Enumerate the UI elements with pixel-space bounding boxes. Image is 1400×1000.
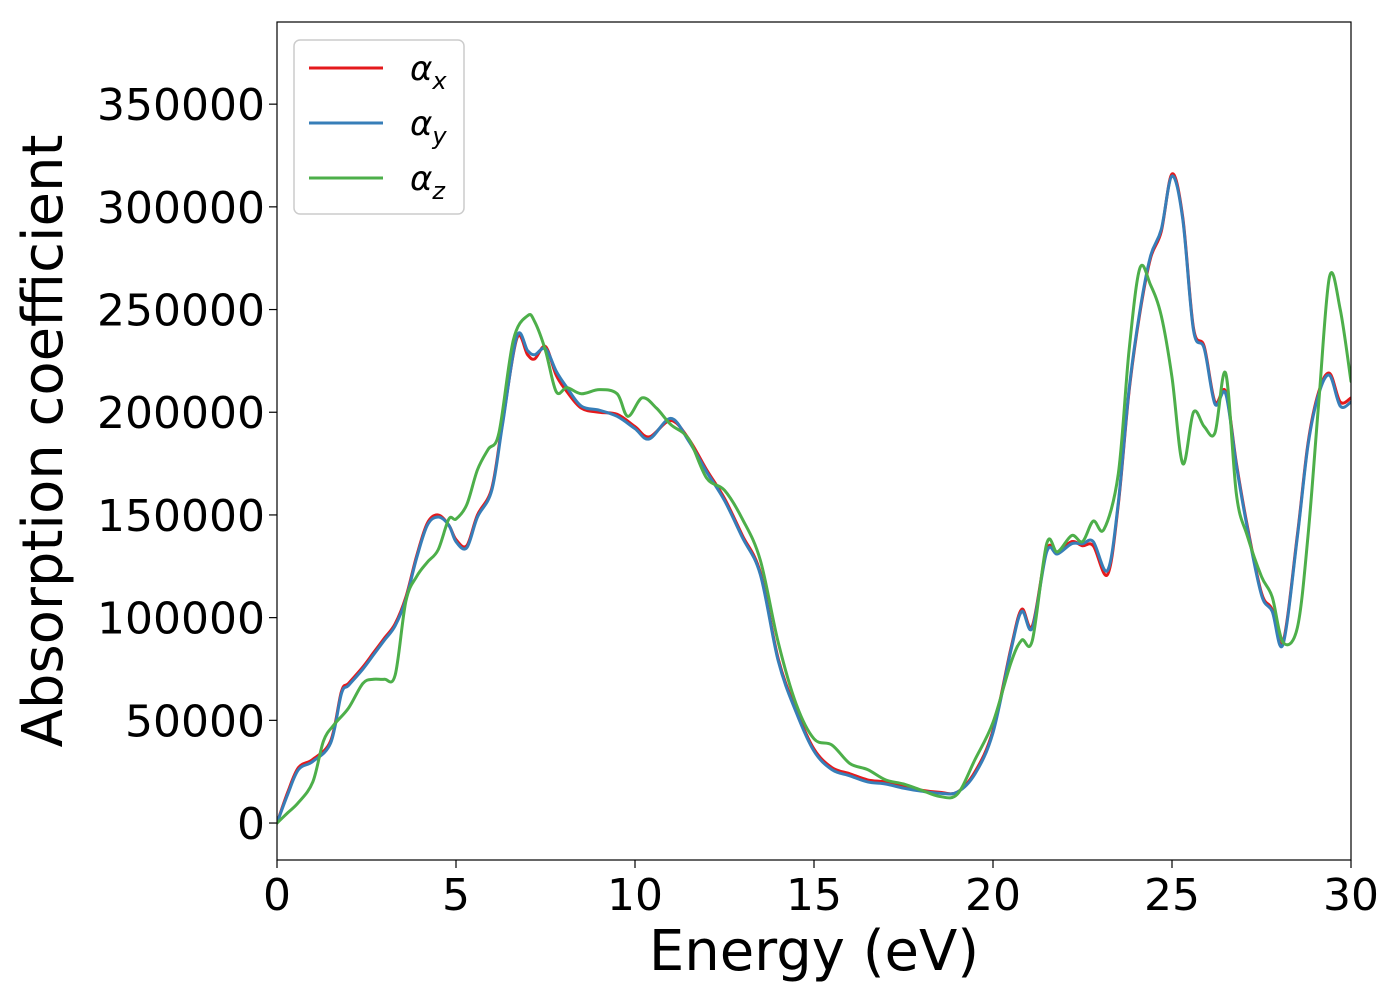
legend-label-z: αz: [410, 159, 446, 205]
y-tick-label: 350000: [97, 80, 265, 131]
x-tick-label: 25: [1144, 870, 1200, 921]
y-axis-ticks: 0 50000 100000 150000 200000 250000 300000 3500…: [97, 80, 277, 850]
y-tick-label: 50000: [125, 696, 265, 747]
x-tick-label: 0: [263, 870, 291, 921]
x-axis-ticks: 0 5 10 15 20 25 30: [263, 860, 1379, 921]
y-tick-label: 0: [237, 799, 265, 850]
legend-box: [293, 39, 465, 215]
series-layer: [277, 172, 1351, 825]
legend: αx αy αz: [293, 39, 465, 215]
x-tick-label: 15: [786, 870, 842, 921]
y-tick-label: 100000: [97, 594, 265, 645]
x-axis-label: Energy (eV): [649, 919, 979, 984]
series-line-y: [277, 174, 1351, 825]
x-tick-label: 20: [965, 870, 1021, 921]
x-tick-label: 10: [607, 870, 663, 921]
y-tick-label: 300000: [97, 183, 265, 234]
x-tick-label: 5: [442, 870, 470, 921]
y-axis-label: Absorption coefficient: [11, 135, 76, 748]
y-tick-label: 200000: [97, 388, 265, 439]
y-tick-label: 150000: [97, 491, 265, 542]
series-line-z: [277, 263, 1351, 825]
legend-label-x: αx: [410, 49, 447, 95]
legend-items: αx αy αz: [309, 49, 447, 205]
legend-label-y: αy: [410, 104, 447, 150]
x-tick-label: 30: [1323, 870, 1379, 921]
y-tick-label: 250000: [97, 286, 265, 337]
